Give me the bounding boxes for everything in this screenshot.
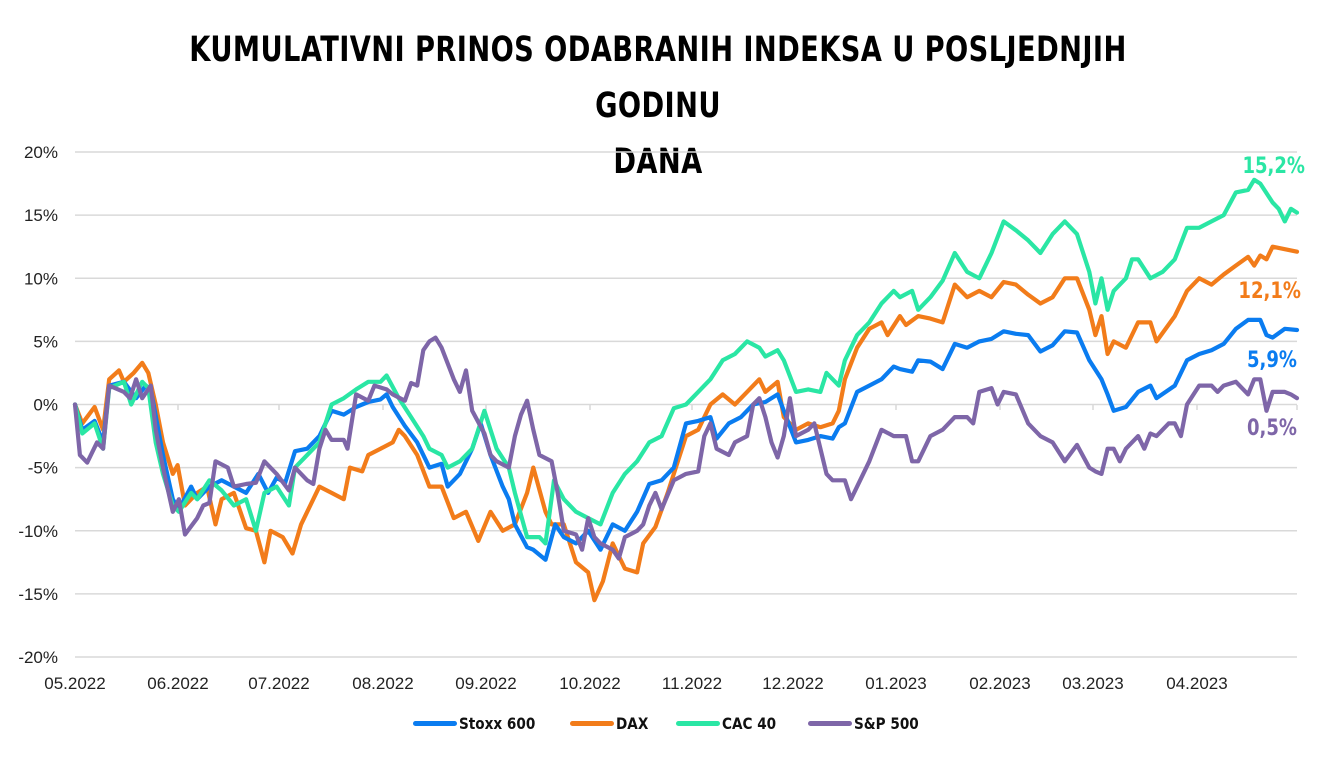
x-tick-label: 09.2022 [455,674,516,693]
x-tick-label: 08.2022 [352,674,413,693]
y-tick-label: -15% [18,585,58,604]
y-tick-label: 5% [33,332,58,351]
x-axis-ticks: 05.2022 06.2022 07.2022 08.2022 09.2022 10.20… [44,674,1227,693]
legend-swatch-stoxx [412,721,457,726]
x-tick-label: 04.2023 [1166,674,1227,693]
x-tick-label: 01.2023 [865,674,926,693]
x-tick-label: 10.2022 [559,674,620,693]
series-line-sp [72,335,1300,561]
legend-item-sp-500[interactable]: S&P 500 [808,714,930,733]
legend-label: CAC 40 [722,714,777,733]
end-label-cac: 15,2% [1242,152,1305,178]
chart-title: KUMULATIVNI PRINOS ODABRANIH INDEKSA U P… [145,22,1171,190]
legend-label: DAX [616,714,649,733]
legend-item-dax[interactable]: DAX [570,714,654,733]
y-tick-label: -5% [28,459,58,478]
x-tick-label: 12.2022 [762,674,823,693]
y-tick-label: -10% [18,522,58,541]
chart-title-line-1: KUMULATIVNI PRINOS ODABRANIH INDEKSA U P… [189,30,1127,126]
series-lines [72,177,1300,603]
end-label-sp: 0,5% [1247,414,1297,440]
y-tick-label: 20% [24,143,58,162]
series-line-cac [72,177,1300,546]
x-tick-label: 07.2022 [248,674,309,693]
legend-swatch-sp [808,721,853,726]
legend-label: Stoxx 600 [458,714,535,733]
legend-item-cac-40[interactable]: CAC 40 [676,714,786,733]
y-tick-label: 15% [24,206,58,225]
chart-title-line-2: DANA [613,142,703,182]
y-axis-ticks: 20% 15% 10% 5% 0% -5% -10% -15% -20% [18,143,58,667]
x-tick-label: 11.2022 [662,674,722,693]
x-tick-label: 02.2023 [969,674,1030,693]
legend-swatch-cac [676,721,721,726]
x-tick-label: 03.2023 [1062,674,1123,693]
y-tick-label: -20% [18,648,58,667]
y-tick-label: 0% [33,396,58,415]
legend: Stoxx 600 DAX CAC 40 S&P 500 [0,714,1343,733]
y-tick-label: 10% [24,269,58,288]
legend-item-stoxx-600[interactable]: Stoxx 600 [412,714,549,733]
x-tick-label: 05.2022 [44,674,105,693]
x-tick-label: 06.2022 [147,674,208,693]
legend-label: S&P 500 [854,714,919,733]
legend-swatch-dax [570,721,615,726]
end-value-labels: 5,9% 12,1% 15,2% 0,5% [1238,152,1305,440]
end-label-dax: 12,1% [1238,277,1301,303]
series-line-dax [72,244,1300,603]
end-label-stoxx: 5,9% [1247,346,1297,372]
